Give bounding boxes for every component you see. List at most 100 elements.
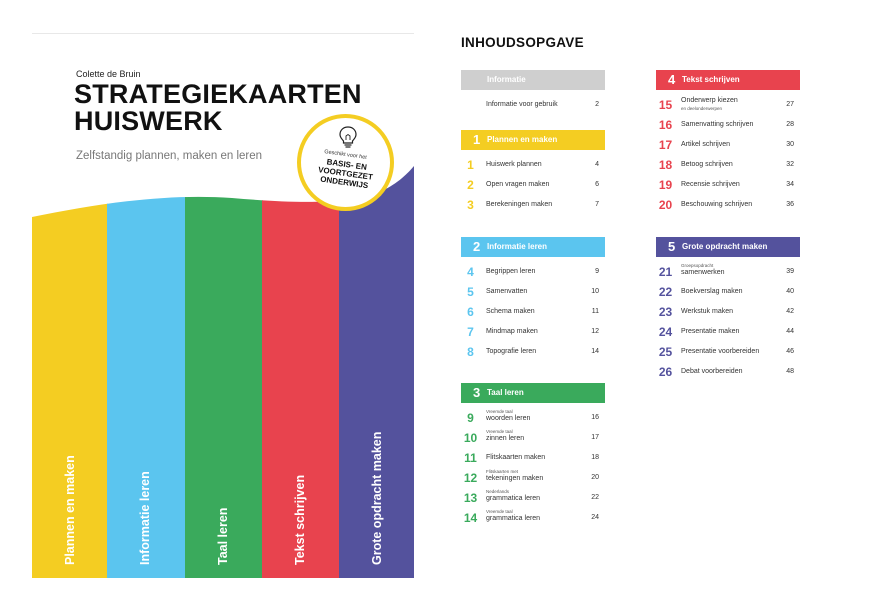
toc-entry[interactable]: 7 Mindmap maken 12: [461, 322, 605, 342]
toc-section-header[interactable]: 1 Plannen en maken: [461, 130, 605, 150]
toc-entry-title: Huiswerk plannen: [486, 161, 542, 168]
toc-section-label: Tekst schrijven: [682, 75, 740, 84]
toc-entry-page: 6: [595, 181, 599, 188]
cover-title-line-2: HUISWERK: [74, 106, 223, 136]
cover-stripe-label: Informatie leren: [138, 471, 152, 565]
toc-entry[interactable]: 22 Boekverslag maken 40: [656, 282, 800, 302]
toc-entry[interactable]: 11 Flitskaarten maken 18: [461, 448, 605, 468]
toc-entry-title: Begrippen leren: [486, 268, 536, 275]
toc-section-label: Grote opdracht maken: [682, 242, 768, 251]
toc-entry-title: Samenvatting schrijven: [681, 121, 754, 128]
cover-stripe-4: [262, 166, 340, 578]
toc-section-header[interactable]: 3 Taal leren: [461, 383, 605, 403]
toc-section-header[interactable]: 2 Informatie leren: [461, 237, 605, 257]
toc-entry[interactable]: 25 Presentatie voorbereiden 46: [656, 342, 800, 362]
toc-entry-title: Beschouwing schrijven: [681, 201, 753, 208]
toc-entry-page: 17: [591, 434, 599, 441]
toc-entry-title: grammatica leren: [486, 515, 541, 522]
toc-entry-title: Recensie schrijven: [681, 181, 740, 188]
toc-entry[interactable]: 6 Schema maken 11: [461, 302, 605, 322]
cover-stripe-2: [107, 166, 186, 578]
toc-entry-page: 11: [591, 308, 599, 315]
toc-entry[interactable]: 20 Beschouwing schrijven 36: [656, 195, 800, 215]
toc-entry-title: Werkstuk maken: [681, 308, 733, 315]
cover-title-line-1: STRATEGIEKAARTEN: [74, 79, 362, 109]
toc-entry[interactable]: 24 Presentatie maken 44: [656, 322, 800, 342]
toc-entry[interactable]: 1 Huiswerk plannen 4: [461, 155, 605, 175]
toc-entry-title: Schema maken: [486, 308, 535, 315]
toc-entry[interactable]: 12 Flitskaarten met tekeningen maken 20: [461, 468, 605, 488]
toc-entry-page: 24: [591, 514, 599, 521]
toc-entry-page: 12: [591, 328, 599, 335]
toc-entry-page: 4: [595, 161, 599, 168]
toc-section-header[interactable]: 4 Tekst schrijven: [656, 70, 800, 90]
cover-stripe-3: [185, 166, 263, 578]
toc-section-label: Plannen en maken: [487, 135, 558, 144]
toc-entry[interactable]: 19 Recensie schrijven 34: [656, 175, 800, 195]
toc-entry[interactable]: 14 Vreemde taal grammatica leren 24: [461, 508, 605, 528]
cover-stripe-label: Grote opdracht maken: [370, 431, 384, 565]
cover-subtitle: Zelfstandig plannen, maken en leren: [76, 150, 263, 162]
cover-author: Colette de Bruin: [76, 69, 141, 79]
toc-entry-page: 9: [595, 268, 599, 275]
toc-entry-page: 30: [786, 141, 794, 148]
toc-entry-title: Open vragen maken: [486, 181, 550, 188]
toc-entry[interactable]: 8 Topografie leren 14: [461, 342, 605, 362]
toc-entry-page: 27: [786, 101, 794, 108]
cover-stripe-label: Plannen en maken: [63, 455, 77, 565]
toc-entry[interactable]: Informatie voor gebruik 2: [461, 95, 605, 115]
toc-entry-number: 13: [463, 491, 478, 505]
toc-entry-prefix: Flitskaarten met: [486, 469, 519, 474]
toc-entry-prefix: Nederlands: [486, 489, 510, 494]
toc-entry[interactable]: 5 Samenvatten 10: [461, 282, 605, 302]
toc-entry[interactable]: 3 Berekeningen maken 7: [461, 195, 605, 215]
toc-entry-number: 5: [467, 285, 474, 299]
toc-entry-number: 6: [467, 305, 474, 319]
toc-entry[interactable]: 13 Nederlands grammatica leren 22: [461, 488, 605, 508]
toc-entry[interactable]: 4 Begrippen leren 9: [461, 262, 605, 282]
toc-entry-title: Topografie leren: [486, 348, 537, 355]
toc-entry-number: 11: [464, 451, 477, 465]
toc-section-header[interactable]: 5 Grote opdracht maken: [656, 237, 800, 257]
toc-entry-title: samenwerken: [681, 269, 725, 276]
cover-stripe-label: Tekst schrijven: [293, 474, 307, 565]
toc-entry-page: 39: [786, 268, 794, 275]
toc-entry-number: 9: [467, 411, 474, 425]
toc-entry-number: 26: [658, 365, 673, 379]
book-cover: Plannen en maken Informatie leren Taal ler…: [32, 33, 414, 578]
toc-entry-title: Artikel schrijven: [681, 141, 731, 148]
toc-entry-number: 17: [658, 138, 673, 152]
lightbulb-icon: [339, 126, 357, 148]
toc-entry[interactable]: 23 Werkstuk maken 42: [656, 302, 800, 322]
toc-entry-number: 2: [467, 178, 474, 192]
toc-entry-title: Presentatie maken: [681, 328, 740, 335]
toc-entry[interactable]: 17 Artikel schrijven 30: [656, 135, 800, 155]
toc-entry-page: 46: [786, 348, 794, 355]
toc-entry[interactable]: 16 Samenvatting schrijven 28: [656, 115, 800, 135]
toc-entry-page: 34: [786, 181, 794, 188]
toc-entry-number: 4: [467, 265, 474, 279]
toc-entry-number: 3: [467, 198, 474, 212]
toc-entry-number: 19: [658, 178, 673, 192]
toc-section-label: Taal leren: [487, 388, 524, 397]
toc-entry[interactable]: 26 Debat voorbereiden 48: [656, 362, 800, 382]
toc-entry-page: 2: [595, 101, 599, 108]
toc-entry-page: 36: [786, 201, 794, 208]
toc-entry[interactable]: 2 Open vragen maken 6: [461, 175, 605, 195]
toc-section-header[interactable]: Informatie: [461, 70, 605, 90]
toc-entry-number: 20: [658, 198, 673, 212]
toc-entry[interactable]: 9 Vreemde taal woorden leren 16: [461, 408, 605, 428]
toc-entry-title: Samenvatten: [486, 288, 528, 295]
toc-section-number: 2: [473, 239, 481, 254]
school-level-badge: Geschikt voor het BASIS- EN VOORTGEZET O…: [297, 114, 394, 211]
toc-entry[interactable]: 10 Vreemde taal zinnen leren 17: [461, 428, 605, 448]
toc-entry-title: Onderwerp kiezen: [681, 97, 738, 104]
toc-entry-number: 1: [467, 158, 474, 172]
toc-entry-prefix: Vreemde taal: [486, 409, 513, 414]
toc-entry[interactable]: 15 Onderwerp kiezen en deelonderwerpen 27: [656, 95, 800, 115]
toc-entry[interactable]: 21 Groepsopdracht samenwerken 39: [656, 262, 800, 282]
toc-entry-title: Berekeningen maken: [486, 201, 553, 208]
toc-entry[interactable]: 18 Betoog schrijven 32: [656, 155, 800, 175]
toc-entry-page: 44: [786, 328, 794, 335]
toc-entry-title: Flitskaarten maken: [486, 454, 546, 461]
